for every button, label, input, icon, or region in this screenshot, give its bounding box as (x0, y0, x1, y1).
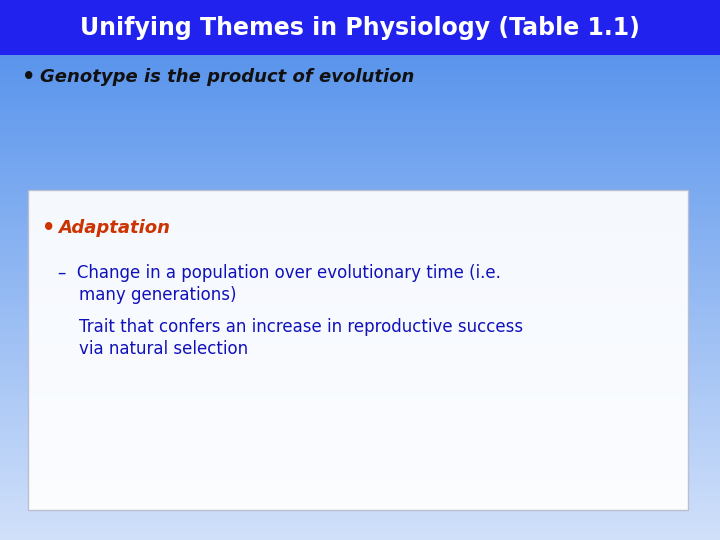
Text: Adaptation: Adaptation (58, 219, 170, 237)
Text: –  Change in a population over evolutionary time (i.e.: – Change in a population over evolutiona… (58, 264, 501, 282)
Text: Trait that confers an increase in reproductive success: Trait that confers an increase in reprod… (58, 318, 523, 336)
Text: Unifying Themes in Physiology (Table 1.1): Unifying Themes in Physiology (Table 1.1… (80, 16, 640, 39)
FancyBboxPatch shape (0, 0, 720, 55)
Text: via natural selection: via natural selection (58, 340, 248, 358)
FancyBboxPatch shape (28, 190, 688, 510)
Text: many generations): many generations) (58, 286, 236, 304)
Text: •: • (22, 67, 35, 87)
Text: •: • (42, 218, 55, 238)
Text: Genotype is the product of evolution: Genotype is the product of evolution (40, 68, 415, 86)
